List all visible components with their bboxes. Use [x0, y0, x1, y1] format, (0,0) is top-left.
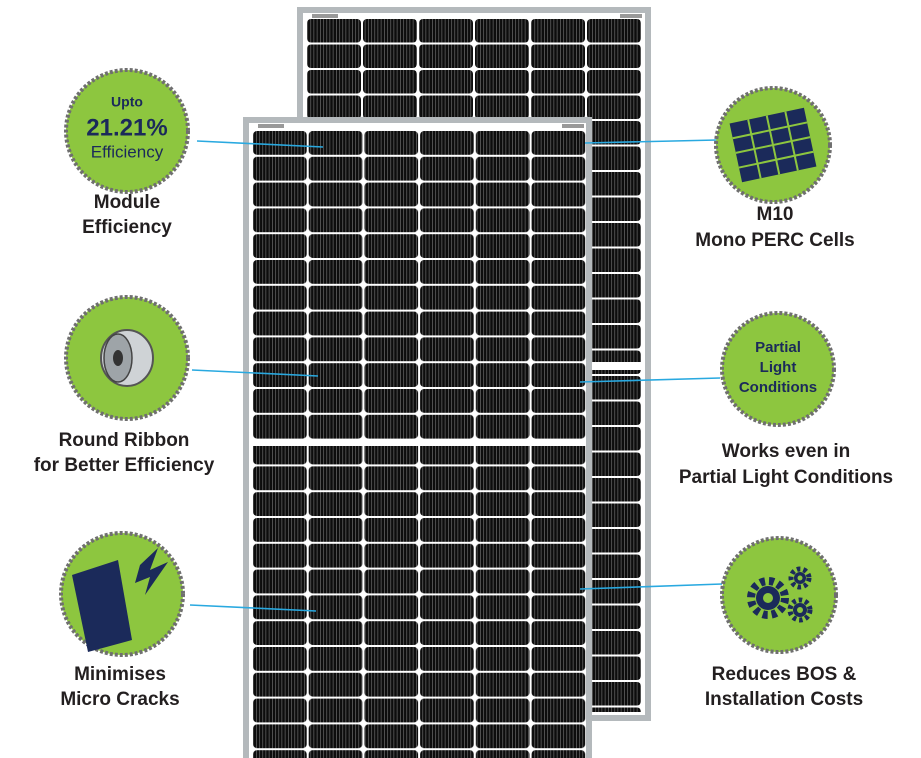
badge-circle	[720, 311, 836, 427]
feature-title: Partial Light Conditions	[679, 467, 893, 488]
connector	[189, 604, 317, 612]
badge-text: Efficiency	[91, 142, 164, 161]
feature-title: Installation Costs	[705, 689, 863, 710]
front-panel	[243, 117, 592, 758]
gears-icon	[747, 566, 813, 623]
badge-text: Light	[760, 359, 797, 376]
connector	[584, 139, 718, 144]
feature-title: Module	[94, 192, 161, 213]
feature-title: Efficiency	[82, 217, 172, 238]
connector	[196, 140, 324, 148]
feature-title: for Better Efficiency	[34, 455, 215, 476]
cells-icon	[729, 107, 817, 183]
crack-icon	[72, 548, 168, 652]
badge-text: Conditions	[739, 379, 817, 396]
feature-title: Round Ribbon	[59, 430, 190, 451]
feature-title: Mono PERC Cells	[695, 230, 854, 251]
connector	[191, 369, 319, 377]
feature-title: Micro Cracks	[60, 689, 179, 710]
connector	[579, 377, 721, 383]
badge-text: 21.21%	[86, 114, 167, 141]
connector	[579, 583, 723, 590]
feature-title: Works even in	[722, 441, 850, 462]
badge-text: Upto	[111, 94, 143, 110]
feature-title: Minimises	[74, 664, 166, 685]
feature-title: M10	[757, 204, 794, 225]
feature-title: Reduces BOS &	[712, 664, 857, 685]
badge-text: Partial	[755, 339, 801, 356]
badge-circle	[64, 68, 190, 194]
ribbon-spool-icon	[100, 329, 154, 387]
